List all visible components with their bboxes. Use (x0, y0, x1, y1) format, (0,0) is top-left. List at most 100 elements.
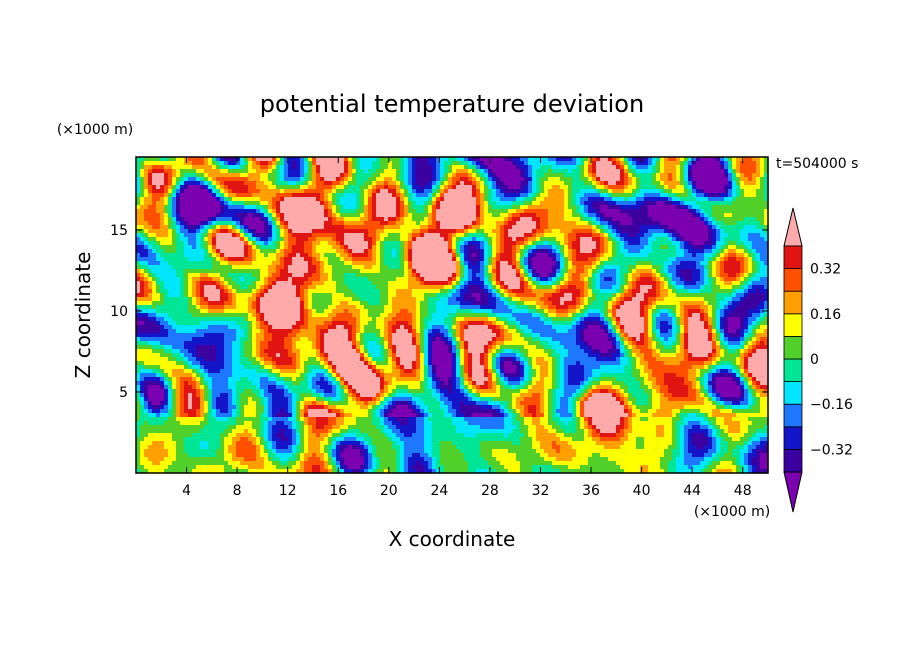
field-cell (428, 253, 433, 258)
field-cell (420, 257, 425, 262)
field-cell (352, 217, 357, 222)
field-cell (632, 201, 637, 206)
field-cell (476, 273, 481, 278)
field-cell (676, 265, 681, 270)
field-cell (336, 257, 341, 262)
field-cell (728, 217, 733, 222)
field-cell (464, 249, 469, 254)
field-cell (444, 213, 449, 218)
field-cell (380, 197, 385, 202)
field-cell (720, 197, 725, 202)
field-cell (200, 209, 205, 214)
field-cell (440, 233, 445, 238)
field-cell (324, 265, 329, 270)
field-cell (756, 249, 761, 254)
field-cell (596, 245, 601, 250)
field-cell (700, 253, 705, 258)
field-cell (592, 245, 597, 250)
field-cell (320, 213, 325, 218)
field-cell (752, 277, 757, 282)
field-cell (536, 229, 541, 234)
field-cell (352, 157, 357, 162)
field-cell (440, 281, 445, 286)
field-cell (532, 233, 537, 238)
field-cell (508, 169, 513, 174)
field-cell (688, 169, 693, 174)
field-cell (440, 189, 445, 194)
field-cell (336, 249, 341, 254)
field-cell (548, 225, 553, 230)
field-cell (720, 161, 725, 166)
field-cell (160, 237, 165, 242)
field-cell (760, 261, 765, 266)
field-cell (444, 277, 449, 282)
field-cell (744, 273, 749, 278)
field-cell (580, 185, 585, 190)
field-cell (248, 221, 253, 226)
field-cell (544, 257, 549, 262)
field-cell (284, 257, 289, 262)
field-cell (436, 265, 441, 270)
field-cell (520, 205, 525, 210)
field-cell (544, 173, 549, 178)
field-cell (596, 193, 601, 198)
field-cell (532, 185, 537, 190)
field-cell (352, 165, 357, 170)
field-cell (452, 265, 457, 270)
field-cell (356, 281, 361, 286)
field-cell (548, 189, 553, 194)
field-cell (468, 189, 473, 194)
field-cell (184, 181, 189, 186)
field-cell (556, 261, 561, 266)
field-cell (352, 197, 357, 202)
field-cell (460, 209, 465, 214)
field-cell (564, 189, 569, 194)
field-cell (336, 185, 341, 190)
field-cell (764, 245, 769, 250)
field-cell (448, 233, 453, 238)
field-cell (436, 257, 441, 262)
field-cell (136, 181, 141, 186)
field-cell (640, 237, 645, 242)
field-cell (612, 165, 617, 170)
field-cell (260, 169, 265, 174)
field-cell (152, 205, 157, 210)
field-cell (140, 261, 145, 266)
field-cell (260, 197, 265, 202)
field-cell (636, 157, 641, 162)
field-cell (164, 245, 169, 250)
field-cell (172, 165, 177, 170)
field-cell (680, 161, 685, 166)
field-cell (732, 201, 737, 206)
field-cell (200, 157, 205, 162)
field-cell (364, 169, 369, 174)
field-cell (540, 209, 545, 214)
field-cell (408, 165, 413, 170)
field-cell (664, 245, 669, 250)
field-cell (432, 253, 437, 258)
field-cell (660, 233, 665, 238)
field-cell (312, 281, 317, 286)
field-cell (360, 221, 365, 226)
field-cell (732, 221, 737, 226)
field-cell (492, 217, 497, 222)
field-cell (232, 165, 237, 170)
field-cell (716, 245, 721, 250)
field-cell (144, 165, 149, 170)
field-cell (148, 229, 153, 234)
field-cell (348, 229, 353, 234)
field-cell (632, 257, 637, 262)
field-cell (284, 225, 289, 230)
field-cell (640, 261, 645, 266)
field-cell (760, 189, 765, 194)
field-cell (356, 161, 361, 166)
field-cell (764, 197, 769, 202)
field-cell (472, 221, 477, 226)
field-cell (332, 233, 337, 238)
field-cell (620, 241, 625, 246)
field-cell (356, 209, 361, 214)
field-cell (156, 189, 161, 194)
field-cell (532, 257, 537, 262)
field-cell (140, 169, 145, 174)
field-cell (592, 177, 597, 182)
